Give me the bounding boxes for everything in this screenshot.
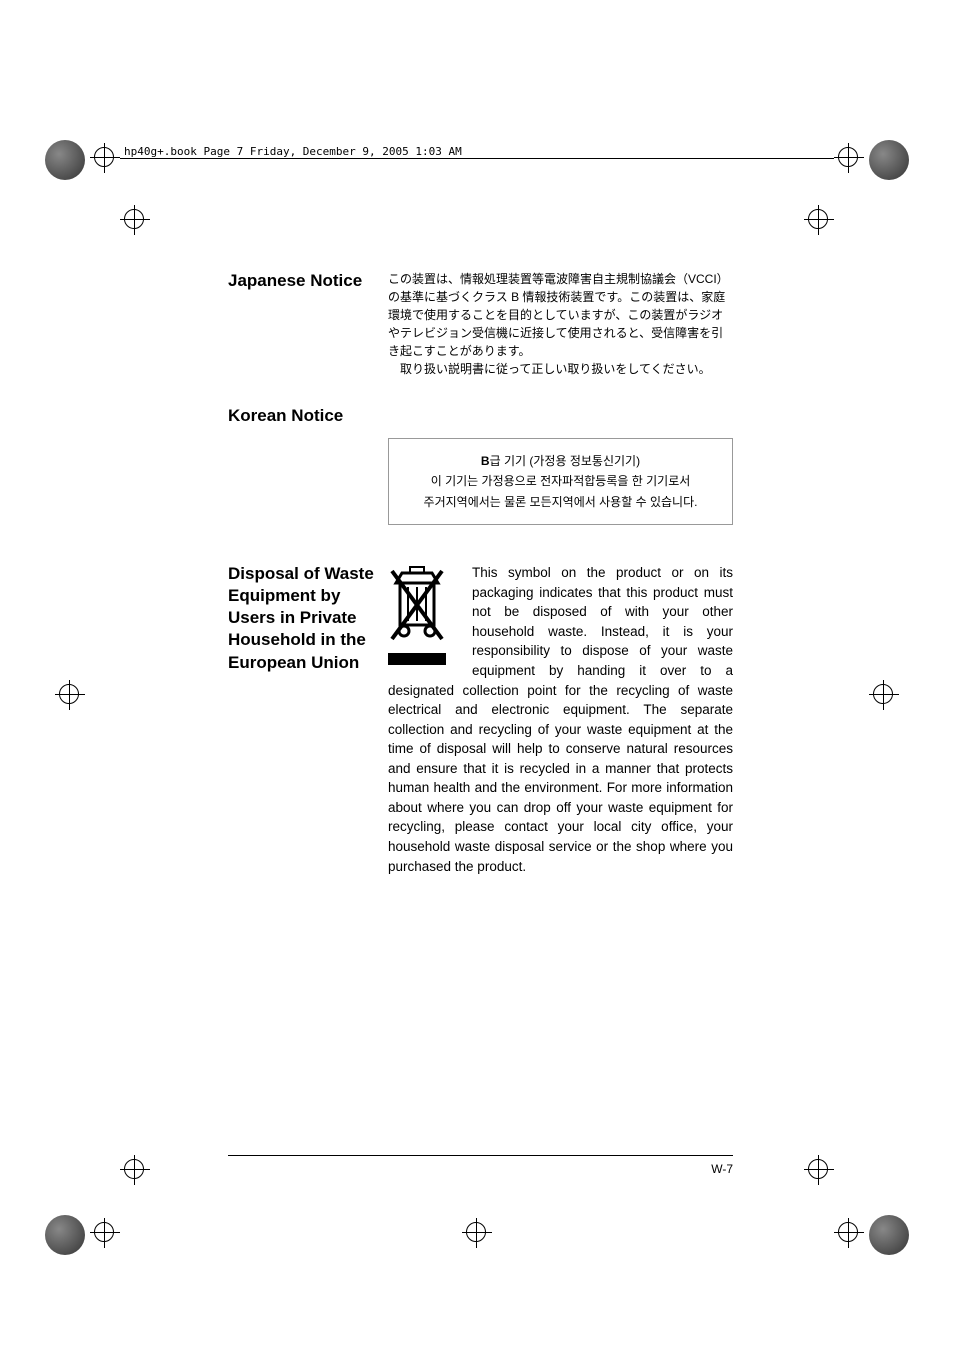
- korean-box-line1: B급 기기 (가정용 정보통신기기): [409, 451, 712, 471]
- japanese-notice-section: Japanese Notice この装置は、情報処理装置等電波障害自主規制協議会…: [228, 270, 733, 378]
- japanese-notice-heading: Japanese Notice: [228, 270, 388, 378]
- korean-notice-box: B급 기기 (가정용 정보통신기기) 이 기기는 가정용으로 전자파적합등록을 …: [388, 438, 733, 525]
- registration-mark-icon: [90, 1218, 120, 1248]
- registration-mark-icon: [462, 1218, 492, 1248]
- header-rule: [120, 158, 834, 159]
- crossed-bin-icon: [388, 563, 446, 643]
- disposal-section: Disposal of Waste Equipment by Users in …: [228, 563, 733, 876]
- crop-globe-icon: [45, 1215, 85, 1255]
- korean-box-line2: 이 기기는 가정용으로 전자파적합등록을 한 기기로서: [409, 471, 712, 491]
- crop-globe-icon: [869, 140, 909, 180]
- korean-box-line3: 주거지역에서는 물론 모든지역에서 사용할 수 있습니다.: [409, 492, 712, 512]
- korean-notice-heading: Korean Notice: [228, 406, 733, 426]
- korean-box-bold: B: [481, 454, 490, 468]
- japanese-notice-body: この装置は、情報処理装置等電波障害自主規制協議会（VCCI）の基準に基づくクラス…: [388, 270, 733, 378]
- registration-mark-icon: [804, 205, 834, 235]
- weee-symbol: [388, 563, 458, 665]
- registration-mark-icon: [869, 680, 899, 710]
- page-content: Japanese Notice この装置は、情報処理装置等電波障害自主規制協議会…: [228, 270, 733, 904]
- header-filename: hp40g+.book Page 7 Friday, December 9, 2…: [120, 145, 466, 158]
- registration-mark-icon: [834, 143, 864, 173]
- disposal-heading: Disposal of Waste Equipment by Users in …: [228, 563, 388, 876]
- disposal-body: This symbol on the product or on its pac…: [388, 563, 733, 876]
- korean-notice-section: Korean Notice B급 기기 (가정용 정보통신기기) 이 기기는 가…: [228, 406, 733, 525]
- registration-mark-icon: [90, 143, 120, 173]
- crop-globe-icon: [45, 140, 85, 180]
- weee-bar-icon: [388, 653, 446, 665]
- registration-mark-icon: [120, 1155, 150, 1185]
- registration-mark-icon: [804, 1155, 834, 1185]
- korean-box-line1-text: 급 기기 (가정용 정보통신기기): [490, 454, 640, 468]
- registration-mark-icon: [834, 1218, 864, 1248]
- registration-mark-icon: [55, 680, 85, 710]
- page-number: W-7: [711, 1162, 733, 1176]
- registration-mark-icon: [120, 205, 150, 235]
- crop-globe-icon: [869, 1215, 909, 1255]
- footer-rule: [228, 1155, 733, 1156]
